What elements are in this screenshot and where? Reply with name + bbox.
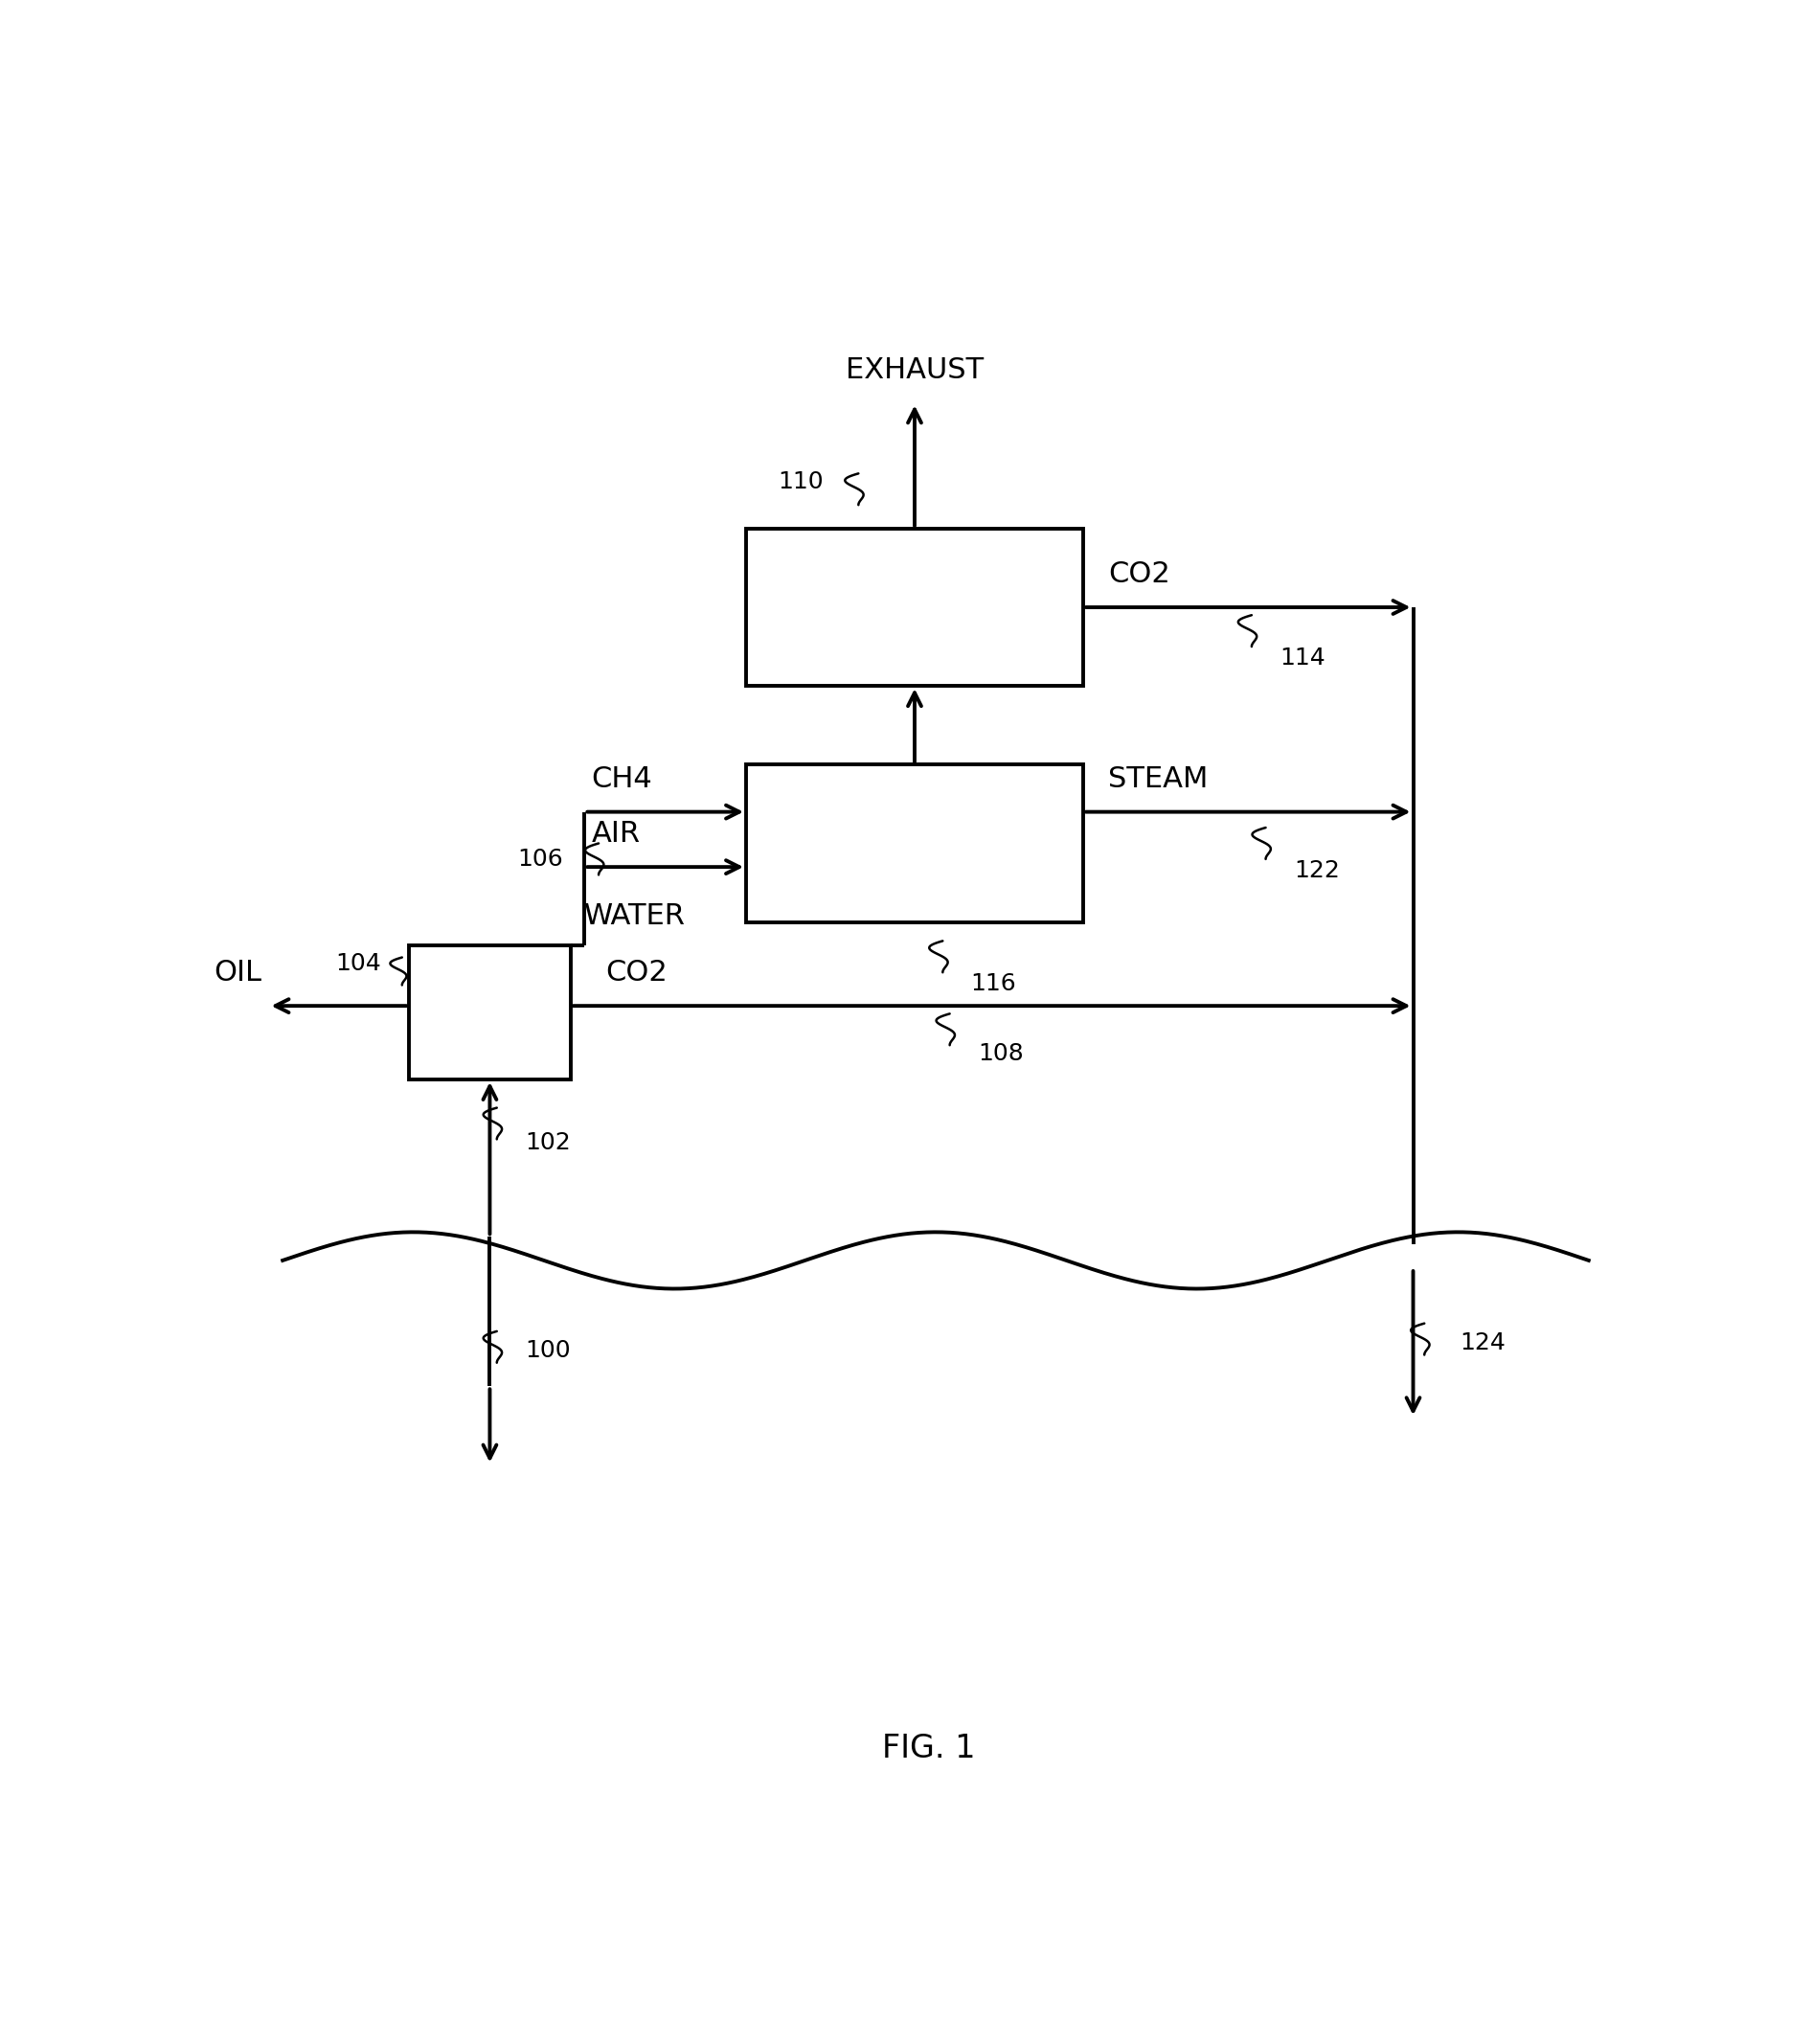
Text: 116: 116 [971,973,1017,995]
Text: 106: 106 [518,848,564,871]
Text: CH4: CH4 [591,764,652,793]
Text: CO2: CO2 [1109,560,1171,589]
Text: 110: 110 [777,470,823,493]
Text: WATER: WATER [585,901,687,930]
Text: 104: 104 [335,953,381,975]
Text: CO2: CO2 [605,959,667,987]
Text: EXHAUST: EXHAUST [846,356,984,384]
Text: STEAM: STEAM [1109,764,1209,793]
Text: 100: 100 [525,1339,571,1361]
Text: 122: 122 [1294,858,1339,883]
Text: 124: 124 [1459,1331,1506,1355]
Bar [747,529,1084,687]
Bar [747,764,1084,922]
Text: OIL: OIL [214,959,261,987]
Text: FIG. 1: FIG. 1 [882,1733,975,1764]
Text: 114: 114 [1279,646,1325,670]
Bar [410,946,571,1079]
Text: 102: 102 [525,1132,571,1155]
Text: 108: 108 [978,1042,1024,1065]
Text: AIR: AIR [591,820,641,848]
